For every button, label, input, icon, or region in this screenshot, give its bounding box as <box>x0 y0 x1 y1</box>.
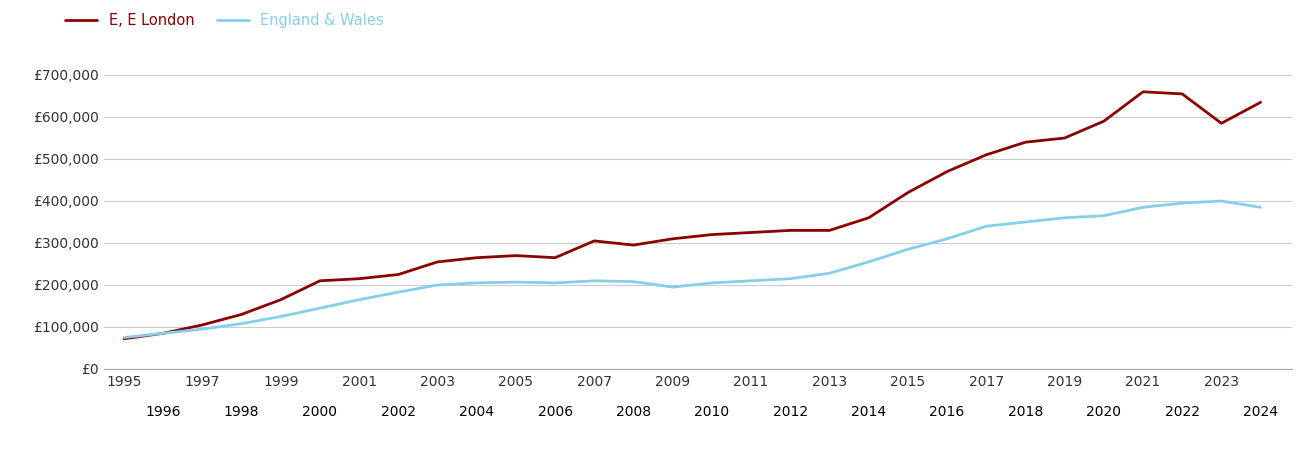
Legend: E, E London, England & Wales: E, E London, England & Wales <box>60 7 390 34</box>
